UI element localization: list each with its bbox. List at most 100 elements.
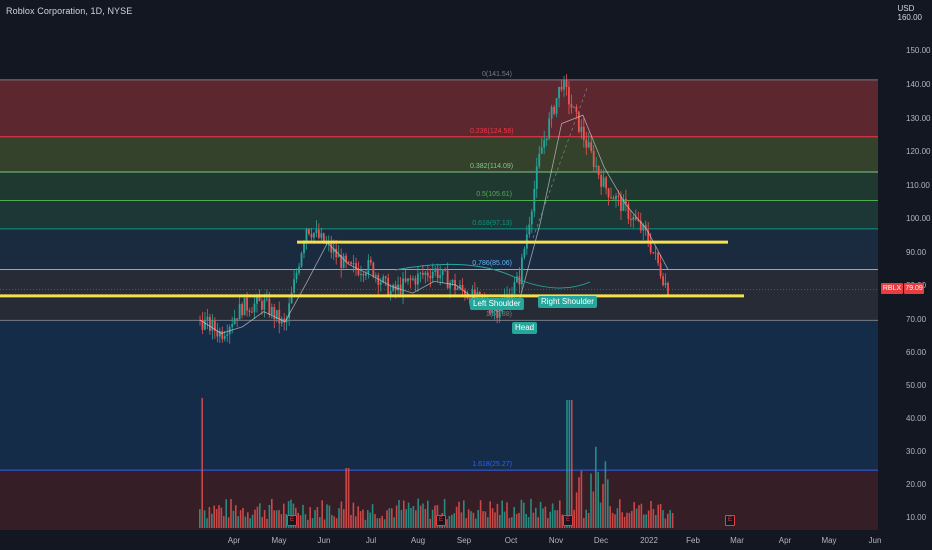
volume-bar — [448, 515, 451, 528]
earnings-marker[interactable]: E — [725, 515, 735, 526]
candle-body — [550, 107, 553, 119]
volume-bar — [393, 517, 395, 528]
volume-bar — [631, 510, 633, 528]
volume-bar — [326, 504, 328, 528]
volume-bar — [458, 501, 460, 528]
candle-body — [337, 254, 340, 258]
volume-bar — [374, 514, 376, 528]
volume-bar — [395, 505, 398, 528]
earnings-marker[interactable]: E — [563, 515, 573, 526]
candle-body — [521, 257, 523, 285]
volume-bar — [671, 512, 674, 528]
earnings-marker[interactable]: E — [287, 515, 297, 526]
candle-body — [605, 177, 607, 189]
volume-bar — [657, 504, 659, 528]
candle-body — [459, 284, 461, 289]
candle-body — [404, 278, 407, 282]
candle-body — [265, 298, 268, 300]
candle-body — [419, 272, 422, 274]
time-axis-label: Dec — [593, 536, 609, 545]
candle-body — [523, 248, 526, 258]
candle-body — [352, 263, 355, 265]
candle-body — [233, 318, 236, 325]
volume-bar — [587, 512, 590, 528]
volume-bar — [621, 512, 623, 528]
price-axis-label: 100.00 — [906, 214, 931, 224]
candle-body — [615, 195, 617, 200]
time-axis-label: 2022 — [640, 536, 658, 545]
price-axis-label: 40.00 — [906, 414, 927, 423]
fib-level-label: 0(141.54) — [482, 70, 512, 78]
candle-body — [322, 233, 325, 243]
volume-bar — [223, 516, 225, 528]
candle-body — [585, 140, 588, 148]
price-axis-label: 20.00 — [906, 480, 927, 489]
candle-body — [577, 111, 580, 132]
candle-body — [429, 276, 432, 279]
head-label[interactable]: Head — [512, 322, 538, 334]
candle-body — [253, 303, 256, 312]
volume-bar — [273, 510, 275, 528]
volume-bar — [275, 510, 278, 528]
candle-body — [553, 107, 555, 114]
candle-body — [360, 273, 362, 275]
volume-bar — [523, 502, 525, 528]
candle-body — [258, 296, 261, 302]
fib-level-label: 0.786(85.06) — [472, 260, 512, 268]
candle-body — [491, 309, 494, 313]
candle-body — [374, 275, 377, 277]
right-shoulder-label[interactable]: Right Shoulder — [538, 296, 597, 308]
fib-level-label: 0.5(105.61) — [476, 191, 512, 199]
candle-body — [543, 140, 546, 148]
candle-body — [560, 86, 563, 90]
volume-bar — [415, 510, 417, 528]
volume-bar — [355, 516, 357, 528]
candle-body — [285, 318, 288, 323]
candle-body — [367, 259, 370, 274]
candle-body — [451, 279, 454, 283]
volume-bar — [635, 508, 638, 528]
volume-bar — [597, 472, 599, 528]
volume-bar — [268, 505, 271, 528]
volume-bar — [304, 514, 307, 528]
earnings-marker[interactable]: E — [436, 515, 446, 526]
candle-body — [528, 224, 531, 235]
price-axis-label: 30.00 — [906, 447, 927, 456]
volume-bar — [307, 519, 309, 528]
volume-bar — [551, 503, 554, 528]
fib-level-label: 0.618(97.13) — [472, 219, 512, 227]
candle-body — [464, 290, 466, 297]
volume-bar — [199, 509, 201, 528]
volume-bar — [239, 510, 242, 528]
fib-level-label: 1.618(25.27) — [472, 461, 512, 469]
left-shoulder-label[interactable]: Left Shoulder — [470, 298, 524, 310]
volume-bar — [388, 508, 391, 528]
candle-body — [533, 188, 536, 212]
candle-body — [211, 321, 214, 331]
price-axis-label: 90.00 — [906, 247, 927, 257]
volume-bar — [645, 514, 647, 528]
volume-bar — [424, 508, 427, 528]
candle-body — [263, 299, 266, 310]
symbol-title[interactable]: Roblox Corporation, 1D, NYSE — [6, 6, 133, 16]
volume-bar — [383, 519, 386, 528]
volume-bar — [316, 507, 319, 528]
volume-bar — [357, 506, 359, 528]
volume-bar — [213, 505, 215, 528]
candle-body — [538, 153, 541, 167]
volume-bar — [261, 517, 263, 528]
candle-body — [335, 248, 338, 258]
candle-body — [377, 275, 380, 285]
volume-bar — [398, 500, 400, 528]
candle-body — [620, 196, 622, 211]
volume-bar — [244, 516, 247, 528]
volume-bar — [287, 501, 290, 528]
candle-body — [627, 203, 630, 219]
candle-body — [389, 290, 392, 297]
volume-bar — [335, 518, 338, 528]
time-axis-label: May — [271, 536, 287, 545]
candle-body — [511, 293, 513, 302]
candle-body — [387, 277, 390, 297]
